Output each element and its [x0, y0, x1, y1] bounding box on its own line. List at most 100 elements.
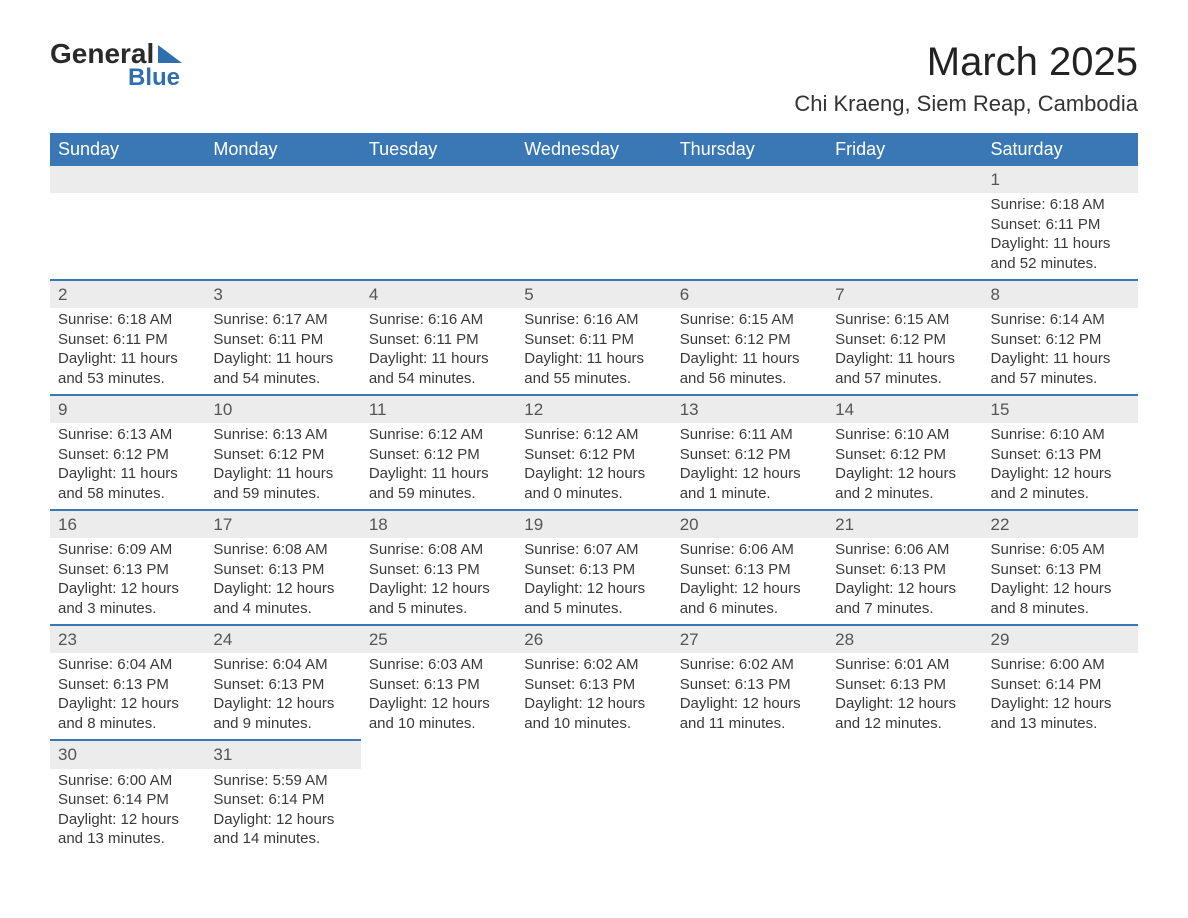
day-sunrise: Sunrise: 6:06 AM [835, 540, 974, 560]
day-sunset: Sunset: 6:14 PM [991, 675, 1130, 695]
day-header: Thursday [672, 133, 827, 166]
day-details-cell: Sunrise: 6:12 AMSunset: 6:12 PMDaylight:… [516, 423, 671, 510]
day-sunset: Sunset: 6:13 PM [213, 560, 352, 580]
empty-day-details-cell [361, 769, 516, 855]
day-header: Tuesday [361, 133, 516, 166]
day-details-cell: Sunrise: 6:11 AMSunset: 6:12 PMDaylight:… [672, 423, 827, 510]
day-daylight1: Daylight: 12 hours [680, 694, 819, 714]
day-number-cell: 13 [672, 395, 827, 423]
day-sunrise: Sunrise: 6:13 AM [213, 425, 352, 445]
day-daylight1: Daylight: 11 hours [991, 349, 1130, 369]
day-daylight1: Daylight: 11 hours [369, 464, 508, 484]
day-details-cell: Sunrise: 6:16 AMSunset: 6:11 PMDaylight:… [361, 308, 516, 395]
day-number-cell: 14 [827, 395, 982, 423]
day-number-cell: 3 [205, 280, 360, 308]
day-details-cell: Sunrise: 6:15 AMSunset: 6:12 PMDaylight:… [827, 308, 982, 395]
day-daylight1: Daylight: 11 hours [213, 464, 352, 484]
day-sunrise: Sunrise: 6:02 AM [680, 655, 819, 675]
week-details-row: Sunrise: 6:18 AM Sunset: 6:11 PM Daylight:… [50, 308, 1138, 395]
day-number-cell: 15 [983, 395, 1138, 423]
day-details-cell: Sunrise: 6:10 AMSunset: 6:13 PMDaylight:… [983, 423, 1138, 510]
day-daylight1: Daylight: 12 hours [991, 579, 1130, 599]
day-daylight1: Daylight: 12 hours [58, 694, 197, 714]
day-number: 4 [369, 285, 378, 304]
day-daylight1: Daylight: 11 hours [835, 349, 974, 369]
day-details-cell: Sunrise: 6:07 AMSunset: 6:13 PMDaylight:… [516, 538, 671, 625]
day-number: 28 [835, 630, 854, 649]
day-sunrise: Sunrise: 6:18 AM [991, 195, 1130, 215]
day-number-cell: 25 [361, 625, 516, 653]
day-number: 22 [991, 515, 1010, 534]
day-sunset: Sunset: 6:14 PM [58, 790, 197, 810]
day-sunset: Sunset: 6:13 PM [524, 560, 663, 580]
day-sunrise: Sunrise: 6:09 AM [58, 540, 197, 560]
week-daynum-row: 9101112131415 [50, 395, 1138, 423]
day-sunrise: Sunrise: 6:16 AM [369, 310, 508, 330]
day-details-cell: Sunrise: 6:06 AMSunset: 6:13 PMDaylight:… [672, 538, 827, 625]
empty-day-details-cell [827, 193, 982, 280]
week-daynum-row: 23242526272829 [50, 625, 1138, 653]
day-sunset: Sunset: 6:12 PM [213, 445, 352, 465]
day-number-cell: 29 [983, 625, 1138, 653]
day-daylight2: and 13 minutes. [991, 714, 1130, 734]
day-sunset: Sunset: 6:13 PM [58, 560, 197, 580]
day-sunrise: Sunrise: 6:16 AM [524, 310, 663, 330]
day-daylight1: Daylight: 12 hours [524, 464, 663, 484]
day-details-cell: Sunrise: 6:02 AMSunset: 6:13 PMDaylight:… [672, 653, 827, 740]
day-sunset: Sunset: 6:13 PM [991, 560, 1130, 580]
day-sunset: Sunset: 6:11 PM [524, 330, 663, 350]
day-number-cell: 2 [50, 280, 205, 308]
day-daylight2: and 2 minutes. [835, 484, 974, 504]
empty-day-number-cell [827, 166, 982, 193]
day-sunrise: Sunrise: 6:05 AM [991, 540, 1130, 560]
empty-day-number-cell [361, 740, 516, 768]
day-daylight2: and 57 minutes. [991, 369, 1130, 389]
day-sunset: Sunset: 6:14 PM [213, 790, 352, 810]
day-sunrise: Sunrise: 6:13 AM [58, 425, 197, 445]
day-details-cell: Sunrise: 6:02 AMSunset: 6:13 PMDaylight:… [516, 653, 671, 740]
day-number-cell: 8 [983, 280, 1138, 308]
day-daylight1: Daylight: 12 hours [835, 694, 974, 714]
day-sunrise: Sunrise: 6:02 AM [524, 655, 663, 675]
day-daylight2: and 54 minutes. [369, 369, 508, 389]
day-number: 9 [58, 400, 67, 419]
day-sunset: Sunset: 6:12 PM [991, 330, 1130, 350]
day-sunset: Sunset: 6:11 PM [369, 330, 508, 350]
day-number: 16 [58, 515, 77, 534]
day-daylight2: and 57 minutes. [835, 369, 974, 389]
day-number-cell: 20 [672, 510, 827, 538]
day-number: 7 [835, 285, 844, 304]
day-details-cell: Sunrise: 6:06 AMSunset: 6:13 PMDaylight:… [827, 538, 982, 625]
day-sunrise: Sunrise: 6:08 AM [369, 540, 508, 560]
day-sunset: Sunset: 6:12 PM [680, 445, 819, 465]
day-sunrise: Sunrise: 6:15 AM [835, 310, 974, 330]
day-details-cell: Sunrise: 6:13 AMSunset: 6:12 PMDaylight:… [50, 423, 205, 510]
day-daylight2: and 10 minutes. [524, 714, 663, 734]
day-daylight1: Daylight: 12 hours [835, 464, 974, 484]
day-daylight2: and 6 minutes. [680, 599, 819, 619]
week-daynum-row: 1 [50, 166, 1138, 193]
day-daylight2: and 10 minutes. [369, 714, 508, 734]
day-daylight1: Daylight: 12 hours [213, 694, 352, 714]
day-number: 17 [213, 515, 232, 534]
day-daylight2: and 3 minutes. [58, 599, 197, 619]
day-number: 30 [58, 745, 77, 764]
day-daylight2: and 59 minutes. [369, 484, 508, 504]
day-number: 8 [991, 285, 1000, 304]
day-details-cell: Sunrise: 6:00 AMSunset: 6:14 PMDaylight:… [983, 653, 1138, 740]
title-block: March 2025 Chi Kraeng, Siem Reap, Cambod… [794, 40, 1138, 117]
day-number-cell: 31 [205, 740, 360, 768]
day-daylight2: and 13 minutes. [58, 829, 197, 849]
day-daylight1: Daylight: 12 hours [680, 579, 819, 599]
calendar-table: SundayMondayTuesdayWednesdayThursdayFrid… [50, 133, 1138, 855]
day-number-cell: 27 [672, 625, 827, 653]
day-sunrise: Sunrise: 6:18 AM [58, 310, 197, 330]
day-daylight2: and 58 minutes. [58, 484, 197, 504]
day-number-cell: 16 [50, 510, 205, 538]
day-number-cell: 10 [205, 395, 360, 423]
empty-day-details-cell [983, 769, 1138, 855]
day-details-cell: Sunrise: 6:08 AMSunset: 6:13 PMDaylight:… [205, 538, 360, 625]
day-number: 14 [835, 400, 854, 419]
day-sunset: Sunset: 6:11 PM [991, 215, 1130, 235]
week-daynum-row: 30 31 [50, 740, 1138, 768]
